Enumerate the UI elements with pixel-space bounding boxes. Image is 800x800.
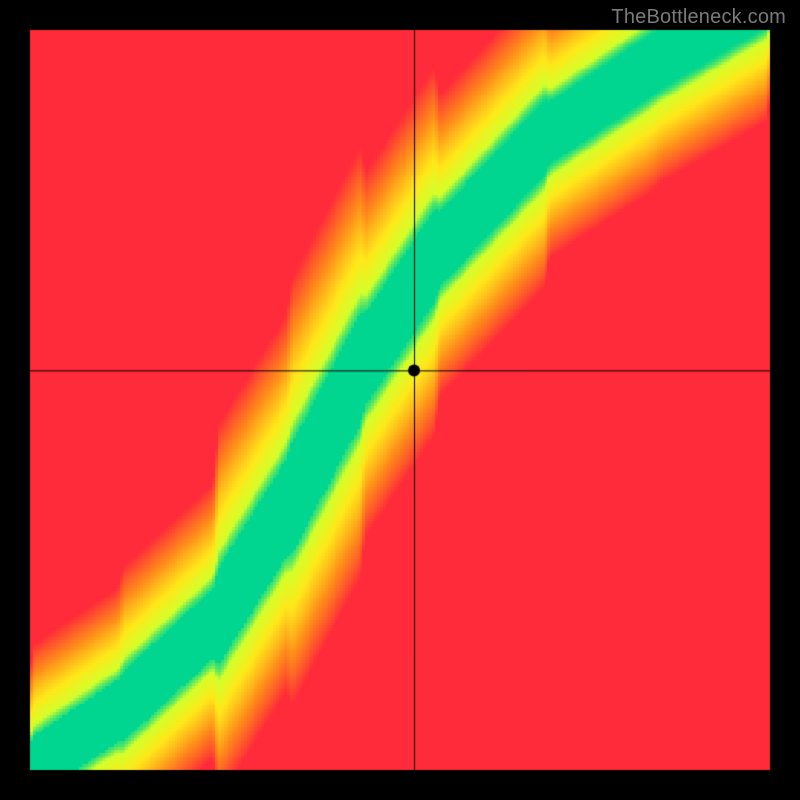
chart-container: TheBottleneck.com <box>0 0 800 800</box>
watermark-text: TheBottleneck.com <box>611 6 786 29</box>
heatmap-canvas <box>0 0 800 800</box>
